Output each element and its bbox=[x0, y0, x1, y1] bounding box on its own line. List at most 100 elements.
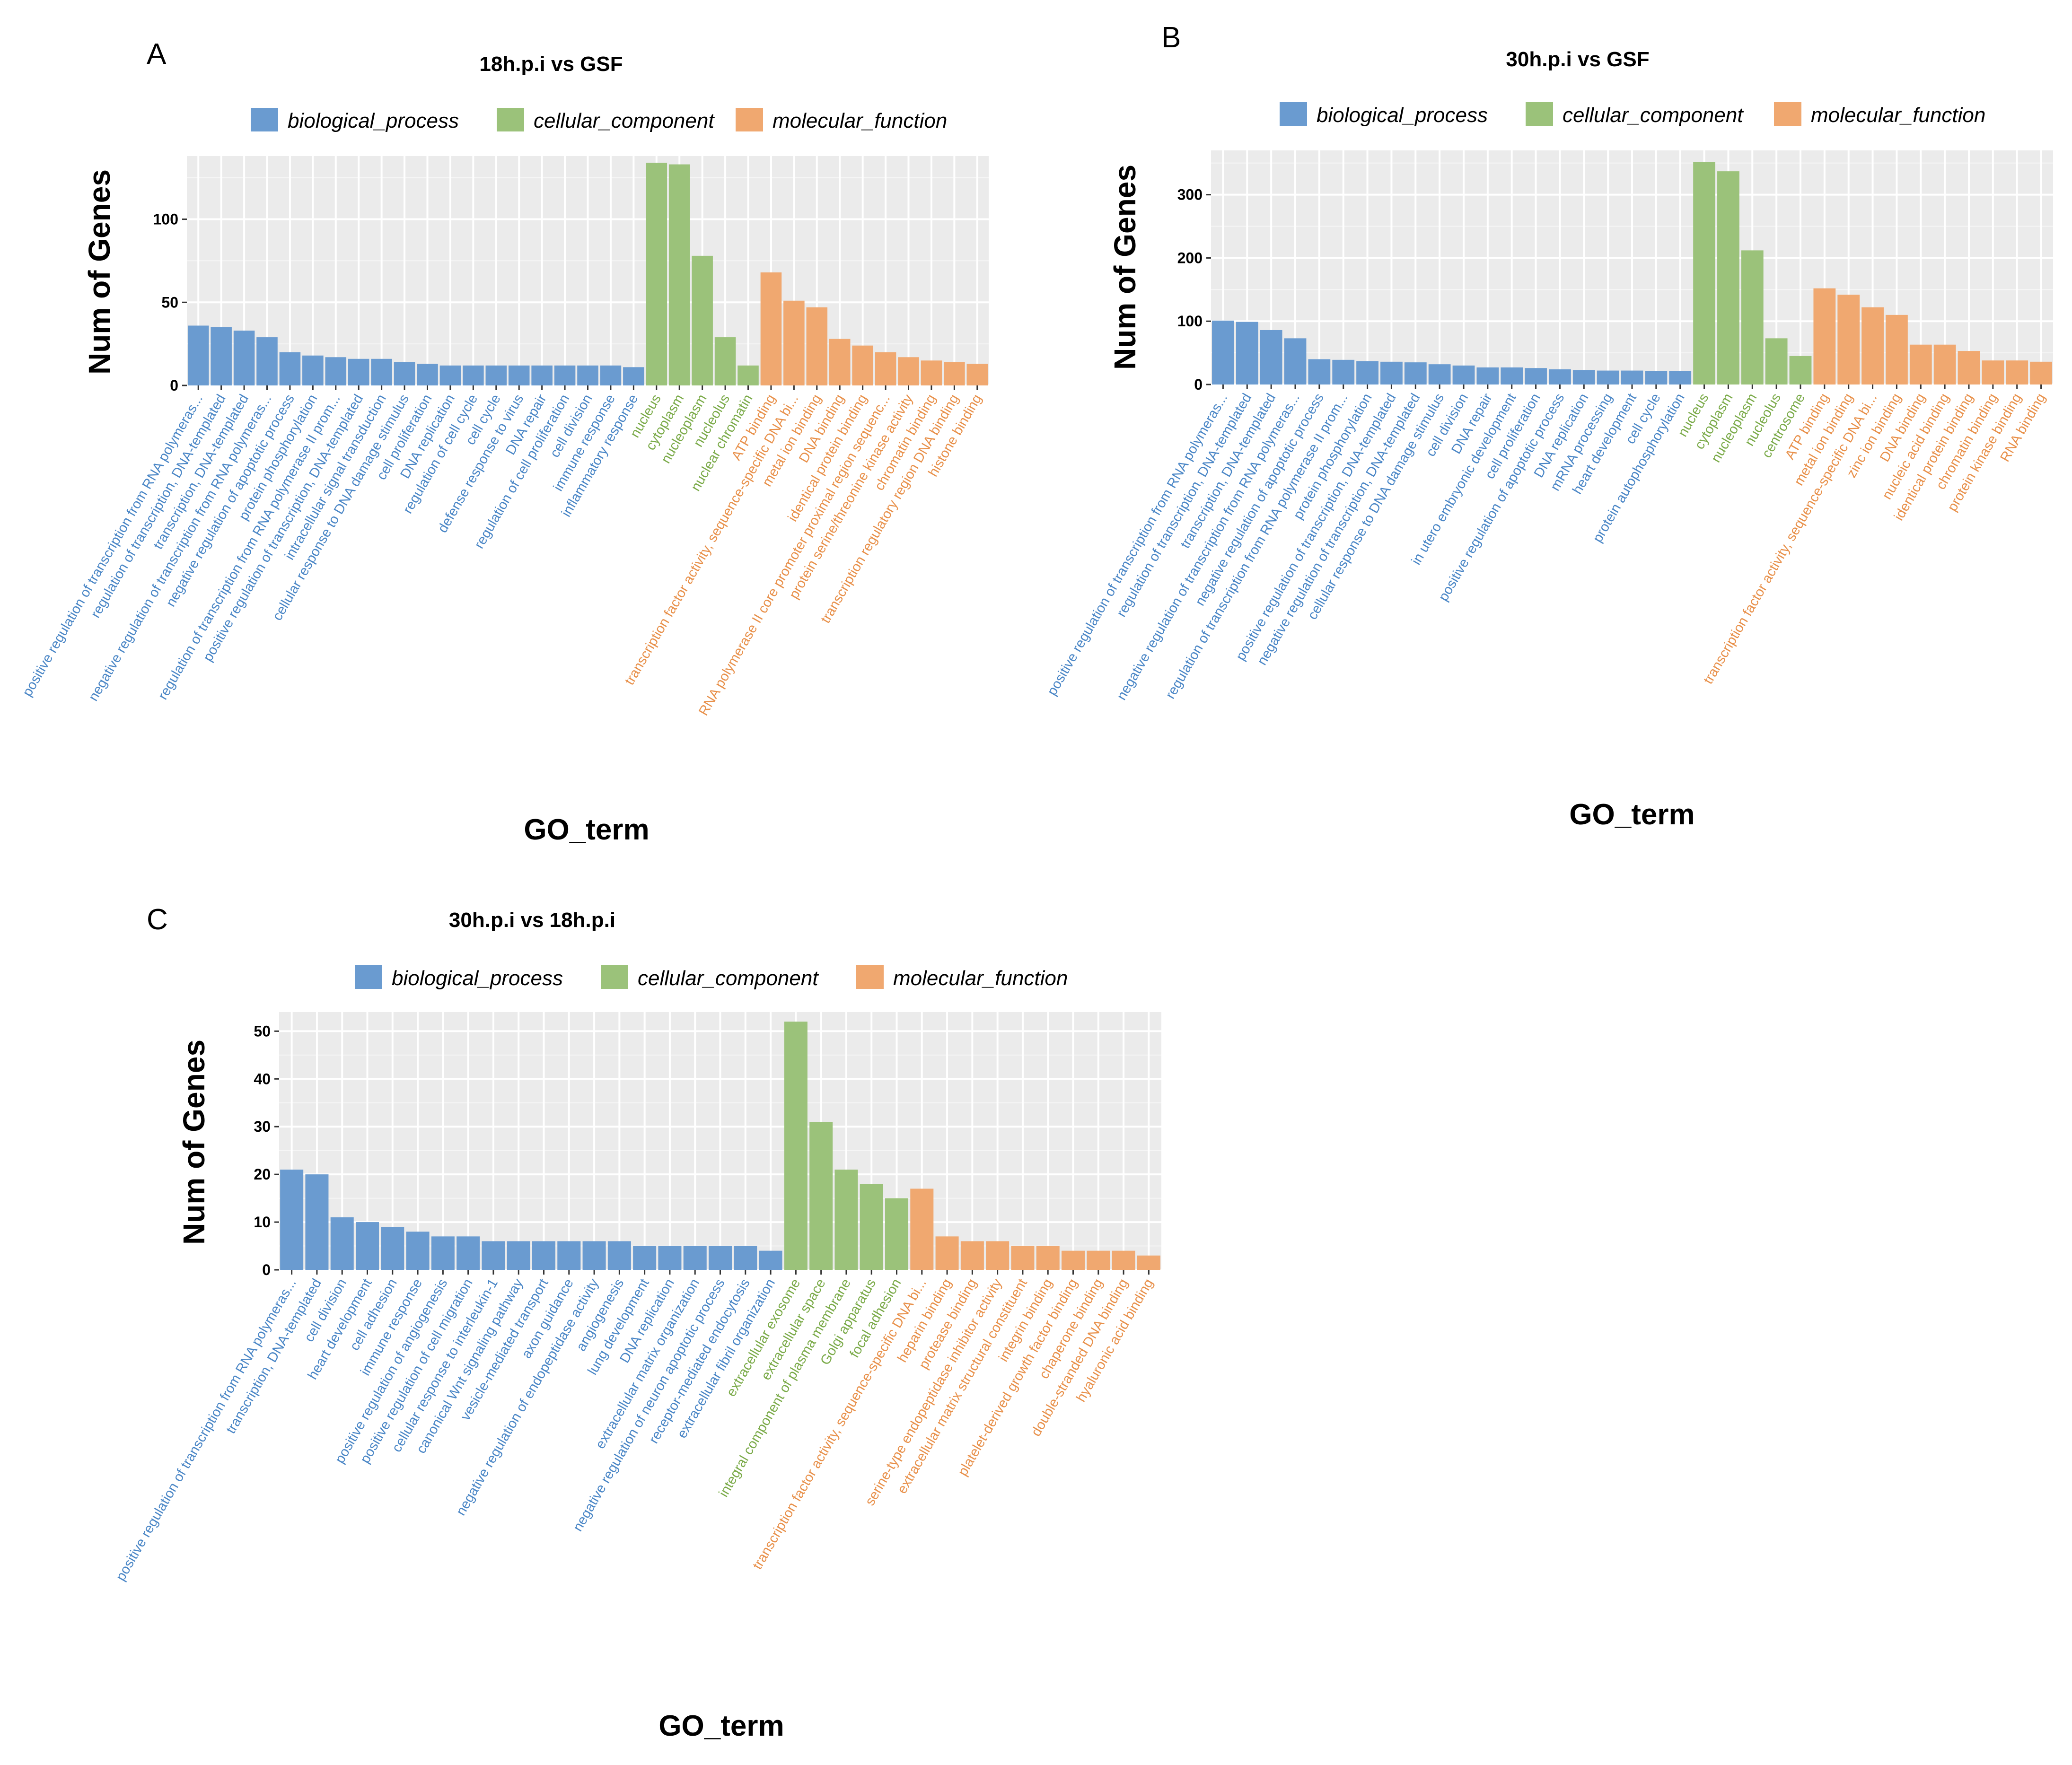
y-tick-label: 40 bbox=[254, 1070, 271, 1087]
bar-cc bbox=[737, 365, 759, 385]
bar-mf bbox=[1011, 1246, 1035, 1270]
chart-title: 30h.p.i vs GSF bbox=[1506, 48, 1649, 71]
bar-mf bbox=[910, 1188, 934, 1270]
bar-bp bbox=[508, 365, 530, 385]
bar-bp bbox=[233, 331, 255, 385]
bar-bp bbox=[302, 355, 324, 385]
legend-label-molecular-function: molecular_function bbox=[1811, 104, 1985, 127]
bar-bp bbox=[325, 357, 347, 385]
x-axis-title: GO_term bbox=[1569, 798, 1694, 831]
x-axis-title: GO_term bbox=[524, 813, 649, 846]
bar-mf bbox=[921, 360, 942, 385]
bar-bp bbox=[582, 1241, 606, 1270]
legend-swatch-biological-process bbox=[1280, 102, 1307, 126]
bar-bp bbox=[1621, 370, 1643, 384]
bar-cc bbox=[714, 337, 736, 385]
y-tick-label: 0 bbox=[1194, 376, 1203, 393]
y-tick-label: 300 bbox=[1177, 186, 1203, 203]
bar-mf bbox=[1036, 1246, 1060, 1270]
bar-mf bbox=[875, 352, 896, 385]
chart-title: 18h.p.i vs GSF bbox=[479, 52, 623, 76]
bar-mf bbox=[1061, 1250, 1085, 1270]
bar-mf bbox=[898, 357, 919, 385]
bar-bp bbox=[1236, 322, 1258, 384]
bar-bp bbox=[1549, 369, 1571, 384]
y-axis-title: Num of Genes bbox=[1108, 165, 1142, 370]
legend-swatch-biological-process bbox=[251, 108, 278, 131]
y-tick-label: 100 bbox=[1177, 313, 1203, 330]
bar-mf bbox=[783, 300, 805, 385]
bar-bp bbox=[355, 1222, 379, 1270]
legend-swatch-molecular-function bbox=[736, 108, 763, 131]
bar-bp bbox=[1597, 370, 1619, 384]
bar-mf bbox=[2030, 361, 2052, 384]
bar-mf bbox=[944, 362, 965, 385]
bar-bp bbox=[633, 1246, 657, 1270]
bar-bp bbox=[1260, 330, 1282, 384]
panel-letter: C bbox=[147, 903, 168, 936]
y-tick-label: 0 bbox=[262, 1261, 271, 1278]
bar-bp bbox=[1669, 371, 1692, 384]
bar-cc bbox=[809, 1122, 833, 1270]
bar-mf bbox=[1861, 307, 1884, 384]
y-tick-label: 20 bbox=[254, 1166, 271, 1183]
bar-bp bbox=[600, 365, 622, 385]
bar-bp bbox=[482, 1241, 505, 1270]
bar-bp bbox=[759, 1250, 782, 1270]
bar-mf bbox=[2006, 360, 2028, 384]
legend-swatch-cellular-component bbox=[601, 965, 628, 989]
bar-bp bbox=[305, 1174, 329, 1270]
legend-swatch-molecular-function bbox=[1774, 102, 1801, 126]
bar-mf bbox=[1933, 344, 1956, 384]
bar-bp bbox=[1356, 361, 1378, 384]
bar-cc bbox=[834, 1170, 858, 1270]
bar-cc bbox=[1789, 356, 1812, 384]
legend-label-biological-process: biological_process bbox=[288, 109, 459, 132]
legend-swatch-biological-process bbox=[355, 965, 382, 989]
bar-bp bbox=[439, 365, 461, 385]
bar-cc bbox=[885, 1198, 909, 1270]
bar-bp bbox=[1572, 370, 1595, 384]
bar-mf bbox=[760, 272, 782, 385]
bar-bp bbox=[507, 1241, 530, 1270]
bar-mf bbox=[1982, 360, 2004, 384]
bar-bp bbox=[557, 1241, 581, 1270]
bar-bp bbox=[371, 358, 392, 385]
bar-bp bbox=[463, 365, 484, 385]
legend-label-cellular-component: cellular_component bbox=[638, 967, 819, 990]
bar-mf bbox=[806, 307, 828, 385]
bar-mf bbox=[1886, 315, 1908, 384]
bar-bp bbox=[532, 1241, 556, 1270]
bar-bp bbox=[485, 365, 507, 385]
bar-mf bbox=[1137, 1255, 1160, 1270]
chart-title: 30h.p.i vs 18h.p.i bbox=[449, 909, 615, 932]
bar-bp bbox=[1476, 367, 1499, 384]
y-axis-title: Num of Genes bbox=[177, 1040, 211, 1245]
bar-bp bbox=[211, 327, 232, 385]
bar-bp bbox=[607, 1241, 631, 1270]
y-tick-label: 50 bbox=[254, 1022, 271, 1040]
y-tick-label: 50 bbox=[161, 294, 178, 311]
bar-cc bbox=[784, 1022, 808, 1270]
bar-bp bbox=[1308, 359, 1331, 384]
bar-mf bbox=[986, 1241, 1010, 1270]
bar-bp bbox=[1332, 359, 1355, 384]
bar-bp bbox=[1212, 320, 1234, 384]
bar-bp bbox=[1380, 361, 1403, 384]
legend-label-molecular-function: molecular_function bbox=[893, 967, 1068, 990]
bar-bp bbox=[1501, 367, 1523, 384]
legend-label-biological-process: biological_process bbox=[1317, 104, 1488, 127]
y-tick-label: 200 bbox=[1177, 249, 1203, 266]
bar-bp bbox=[431, 1236, 455, 1270]
x-axis-title: GO_term bbox=[658, 1710, 784, 1742]
bar-bp bbox=[417, 364, 438, 385]
bar-cc bbox=[860, 1184, 883, 1270]
legend-label-biological-process: biological_process bbox=[392, 967, 563, 990]
bar-bp bbox=[1284, 338, 1307, 384]
bar-bp bbox=[623, 367, 644, 385]
panel-letter: B bbox=[1161, 21, 1181, 54]
bar-cc bbox=[1741, 250, 1764, 384]
panel-letter: A bbox=[147, 38, 167, 70]
bar-mf bbox=[935, 1236, 959, 1270]
